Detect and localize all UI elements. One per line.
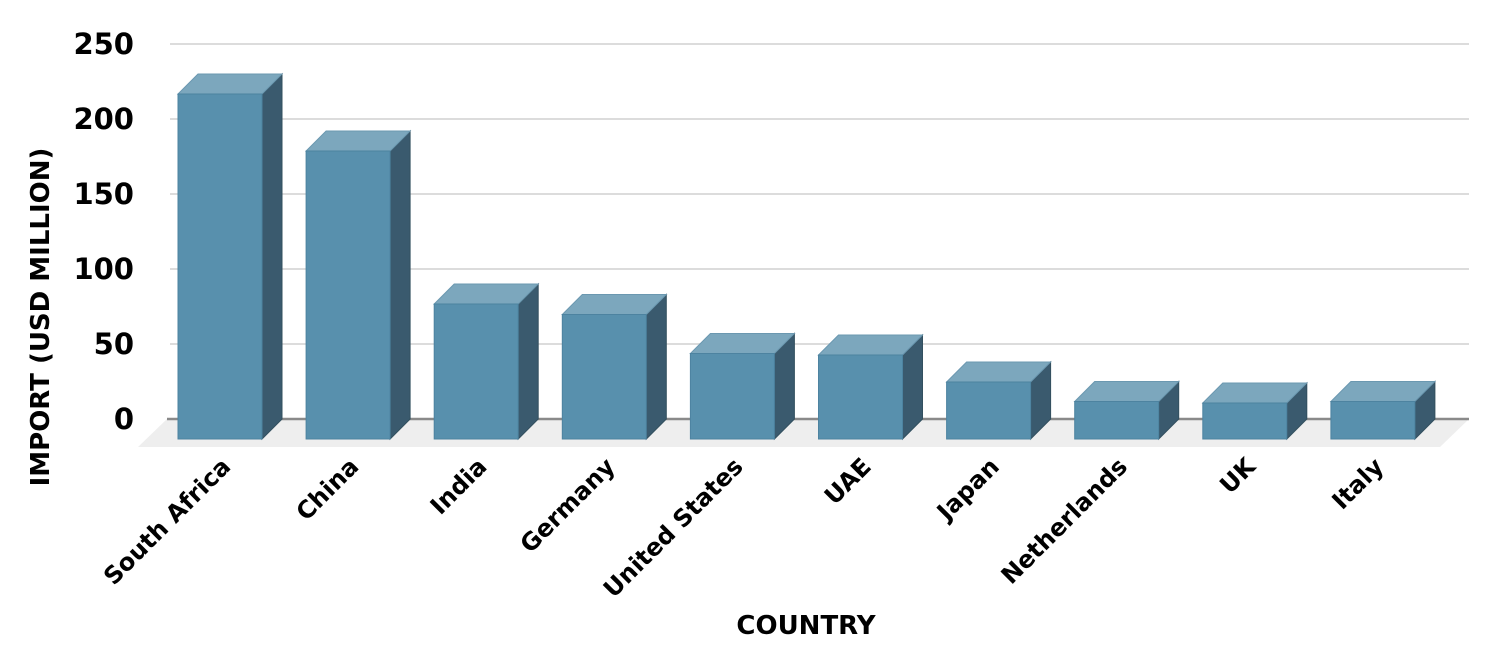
category-label-netherlands: Netherlands <box>996 452 1133 589</box>
bar-front-face <box>946 381 1032 440</box>
category-label-italy: Italy <box>1327 452 1390 515</box>
category-label-japan: Japan <box>930 452 1005 527</box>
bar-uk <box>1201 381 1309 441</box>
bar-china <box>304 129 412 441</box>
bar-front-face <box>1202 402 1288 440</box>
category-label-south-africa: South Africa <box>98 452 236 590</box>
category-label-uae: UAE <box>819 452 877 510</box>
bar-united-states <box>689 332 796 441</box>
bar-india <box>432 282 540 441</box>
bar-uae <box>817 333 924 441</box>
bar-front-face <box>177 93 263 440</box>
bar-side-face <box>645 293 667 441</box>
category-label-india: India <box>425 452 493 520</box>
y-tick-label-150: 150 <box>73 177 134 211</box>
y-tick-label-250: 250 <box>73 27 134 61</box>
bar-side-face <box>261 72 283 441</box>
category-label-united-states: United States <box>598 452 749 603</box>
y-axis-title: IMPORT (USD MILLION) <box>26 147 56 487</box>
bar-front-face <box>1330 401 1416 440</box>
x-axis-title: COUNTRY <box>736 611 876 641</box>
bar-germany <box>561 293 668 441</box>
bar-netherlands <box>1073 380 1180 441</box>
category-label-germany: Germany <box>515 452 621 558</box>
bar-italy <box>1329 380 1437 441</box>
bar-front-face <box>1074 401 1160 440</box>
y-tick-label-0: 0 <box>114 402 134 436</box>
category-label-uk: UK <box>1214 451 1262 499</box>
bar-front-face <box>305 150 391 440</box>
bar-front-face <box>818 354 903 440</box>
y-tick-label-200: 200 <box>73 102 134 136</box>
y-tick-label-100: 100 <box>73 252 134 286</box>
bar-side-face <box>389 129 411 441</box>
bar-south-africa <box>176 72 284 441</box>
y-tick-label-50: 50 <box>94 327 134 361</box>
bar-japan <box>945 360 1052 441</box>
bar-side-face <box>517 282 539 441</box>
bar-front-face <box>689 353 775 440</box>
bar-front-face <box>561 314 647 440</box>
bar-front-face <box>433 303 519 440</box>
category-label-china: China <box>291 452 365 526</box>
